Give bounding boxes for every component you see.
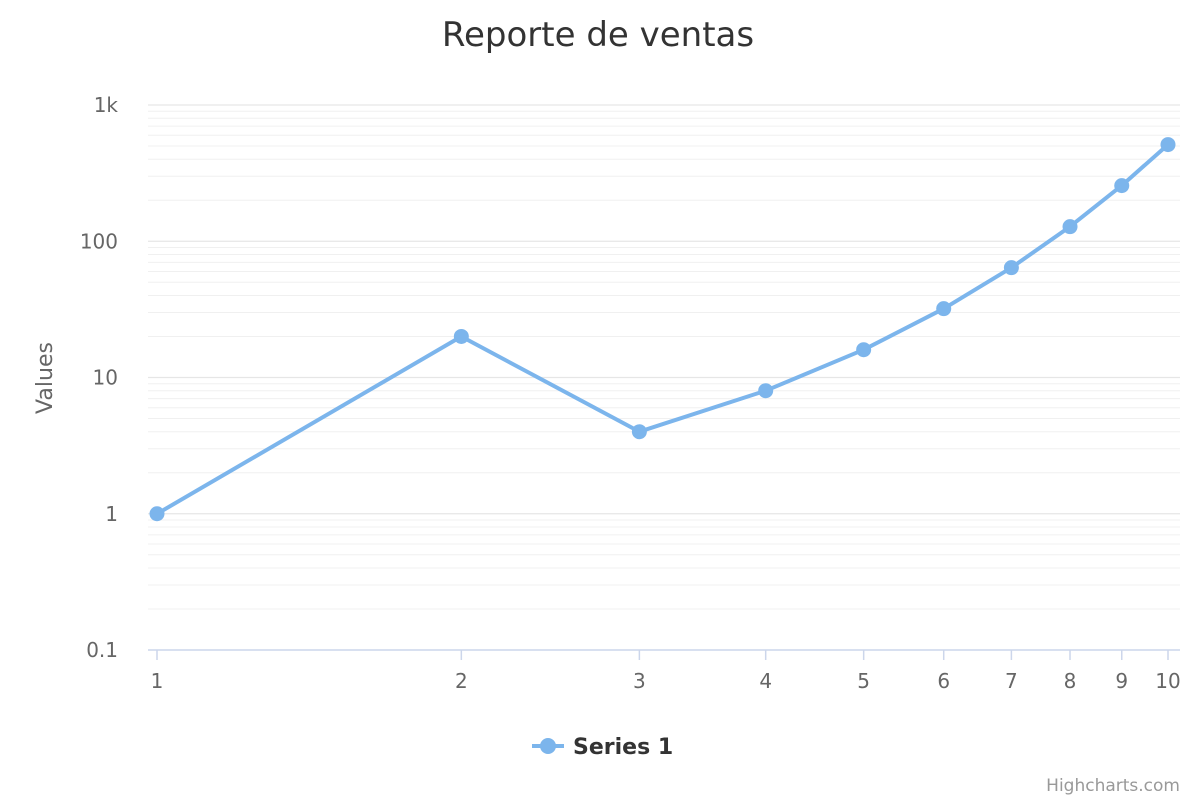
data-point[interactable] [936,301,952,317]
data-point[interactable] [149,506,165,522]
data-point[interactable] [758,383,774,399]
x-tick-label: 4 [759,669,772,693]
x-tick-label: 1 [151,669,164,693]
chart-title: Reporte de ventas [442,15,754,55]
y-tick-label: 1k [94,93,119,117]
data-point[interactable] [856,342,872,358]
y-tick-label: 1 [105,502,118,526]
grid [148,104,1180,610]
data-point[interactable] [453,328,469,344]
y-axis-title: Values [33,342,58,414]
legend-marker-series-1[interactable] [540,738,556,754]
x-tick-label: 5 [857,669,870,693]
data-point[interactable] [631,424,647,440]
x-tick-label: 7 [1005,669,1018,693]
legend-label-series-1[interactable]: Series 1 [573,735,673,760]
series-layer [149,137,1176,522]
credits-link[interactable]: Highcharts.com [1046,776,1180,796]
x-tick-label: 10 [1155,669,1180,693]
y-tick-label: 0.1 [86,638,118,662]
y-tick-label: 10 [93,366,118,390]
data-point[interactable] [1062,219,1078,235]
x-tick-label: 6 [937,669,950,693]
data-point[interactable] [1114,178,1130,194]
data-point[interactable] [1003,260,1019,276]
axes: 0.1 1 10 100 1k 1 2 3 4 5 6 7 8 9 10 [80,93,1181,693]
series-line-1[interactable] [155,142,1170,516]
x-tick-label: 8 [1064,669,1077,693]
data-point[interactable] [1160,137,1176,153]
x-tick-label: 9 [1115,669,1128,693]
x-tick-label: 3 [633,669,646,693]
x-tick-label: 2 [455,669,468,693]
y-tick-label: 100 [80,229,118,253]
legend[interactable]: Series 1 [532,735,673,760]
